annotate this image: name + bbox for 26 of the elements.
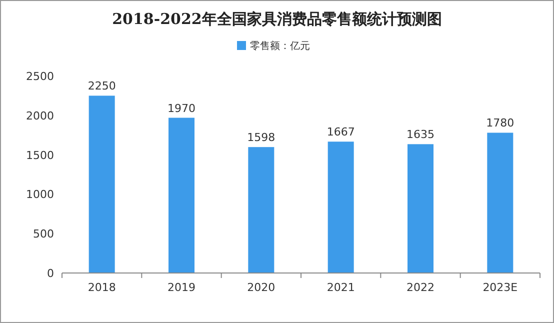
y-tick-label: 2000 (26, 109, 54, 122)
bar (408, 144, 434, 273)
bar (328, 142, 354, 273)
data-label: 1970 (168, 102, 196, 115)
legend-label: 零售额：亿元 (250, 40, 310, 52)
bar (88, 96, 115, 273)
y-tick-label: 500 (33, 228, 54, 241)
bar (168, 118, 194, 273)
y-tick-label: 1500 (26, 148, 54, 162)
y-tick-label: 1000 (26, 188, 54, 202)
y-tick-label: 0 (47, 267, 54, 280)
bar (487, 132, 514, 273)
x-tick-label: 2022 (406, 281, 434, 294)
data-label: 1635 (406, 128, 434, 142)
data-label: 1780 (486, 116, 514, 130)
x-tick-label: 2021 (326, 281, 355, 294)
x-tick-label: 2019 (168, 281, 196, 294)
data-label: 1667 (326, 126, 355, 139)
y-tick-label: 2500 (26, 70, 54, 83)
x-tick-label: 2023E (482, 281, 518, 294)
chart-title: 2018-2022年全国家具消费品零售额统计预测图 (112, 10, 442, 28)
x-tick-label: 2018 (88, 281, 116, 294)
data-label: 1598 (247, 131, 276, 144)
data-label: 2250 (88, 80, 116, 93)
bar (248, 147, 274, 273)
x-tick-label: 2020 (247, 281, 276, 294)
